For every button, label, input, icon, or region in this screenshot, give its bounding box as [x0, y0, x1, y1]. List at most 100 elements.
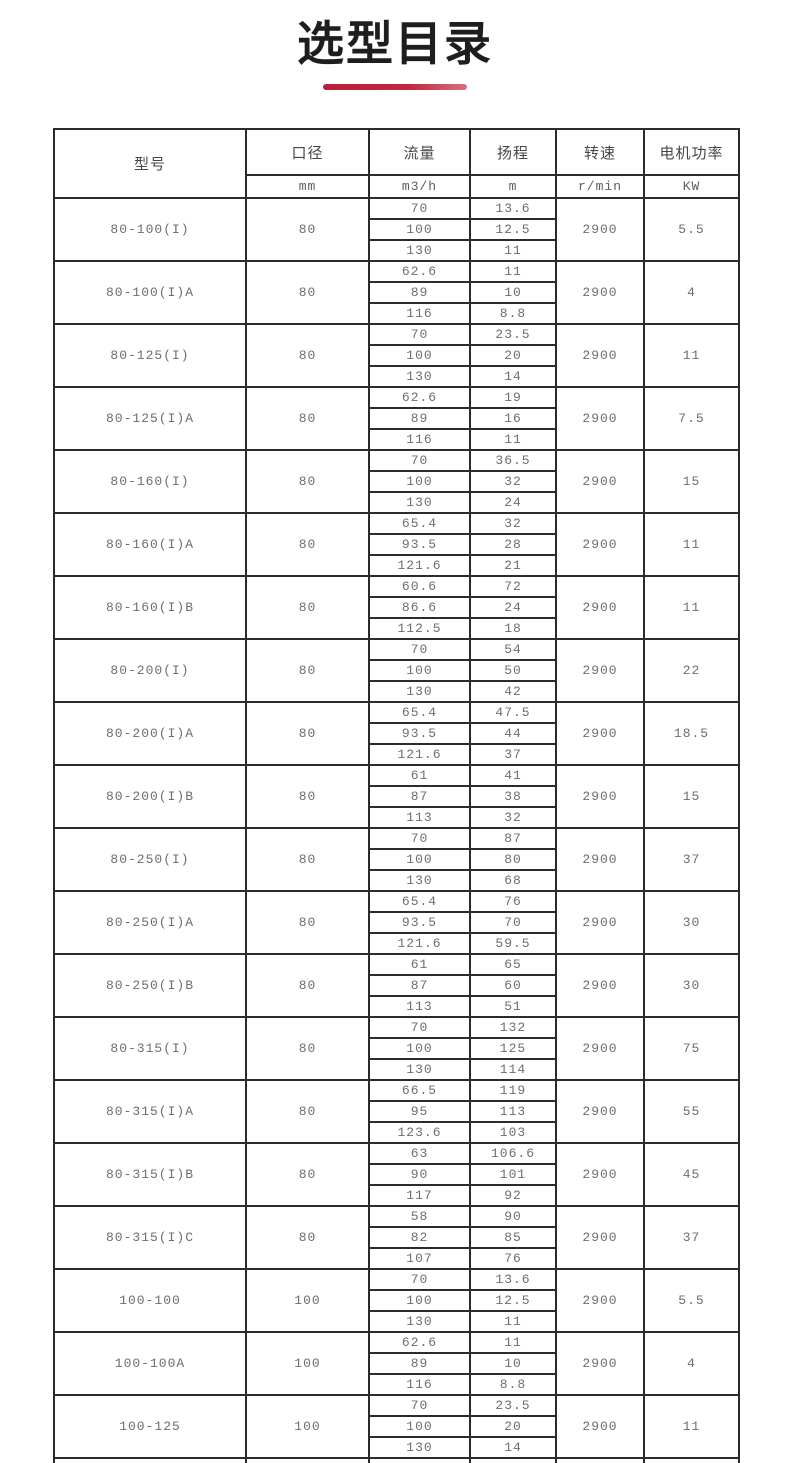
flow-cell: 66.5 — [368, 1079, 471, 1102]
flow-cell: 60.6 — [368, 575, 471, 598]
table-row: 121.6 59.5 — [54, 932, 739, 955]
flow-cell: 70 — [368, 449, 471, 472]
header-row-units: mm m3/h m r/min KW — [54, 174, 740, 199]
column-unit-4: KW — [643, 174, 740, 199]
table-row: 100 12.5 — [54, 1289, 739, 1312]
head-cell: 38 — [469, 785, 557, 808]
diameter-cell: 100 — [245, 1394, 370, 1459]
flow-cell: 63 — [368, 1142, 471, 1165]
head-cell: 90 — [469, 1205, 557, 1228]
head-cell: 14 — [469, 365, 557, 388]
flow-cell: 93.5 — [368, 722, 471, 745]
speed-cell: 2900 — [555, 764, 645, 829]
head-cell: 125 — [469, 1037, 557, 1060]
flow-cell: 121.6 — [368, 554, 471, 577]
speed-cell: 2900 — [555, 449, 645, 514]
head-cell: 92 — [469, 1184, 557, 1207]
diameter-cell: 80 — [245, 1205, 370, 1270]
table-row: 80-250(I) 80 70 87 2900 37 — [53, 827, 740, 892]
flow-cell: 70 — [368, 1268, 471, 1291]
table-row: 80-250(I)B 80 61 65 2900 30 — [53, 953, 740, 1018]
model-cell: 100-125 — [53, 1394, 247, 1459]
table-row: 87 60 — [54, 974, 739, 997]
table-row: 130 11 — [54, 1310, 739, 1333]
page-title: 选型目录 — [297, 17, 493, 72]
head-cell: 14 — [469, 1436, 557, 1459]
table-row: 82 85 — [54, 1226, 739, 1249]
speed-cell: 2900 — [555, 260, 645, 325]
column-unit-0: mm — [245, 174, 370, 199]
speed-cell: 2900 — [555, 1394, 645, 1459]
flow-cell: 130 — [368, 1310, 471, 1333]
flow-cell: 89 — [368, 1352, 471, 1375]
power-cell: 15 — [643, 764, 740, 829]
diameter-cell: 80 — [245, 638, 370, 703]
table-row: 80-315(I)A 80 66.5 119 2900 55 — [53, 1079, 740, 1144]
flow-cell: 70 — [368, 1394, 471, 1417]
flow-cell: 130 — [368, 869, 471, 892]
table-row: 100-100A 100 62.6 11 2900 4 — [53, 1331, 740, 1396]
flow-cell: 121.6 — [368, 743, 471, 766]
table-row: 116 8.8 — [54, 1373, 739, 1396]
table-row: 117 92 — [54, 1184, 739, 1207]
power-cell: 15 — [643, 449, 740, 514]
table-row: 80-315(I) 80 70 132 2900 75 — [53, 1016, 740, 1081]
diameter-cell: 80 — [245, 1142, 370, 1207]
head-cell: 32 — [469, 512, 557, 535]
head-cell: 80 — [469, 848, 557, 871]
head-cell: 106.6 — [469, 1142, 557, 1165]
flow-cell: 89 — [368, 407, 471, 430]
power-cell: 7.5 — [643, 386, 740, 451]
table-row: 100-125 100 70 23.5 2900 11 — [53, 1394, 740, 1459]
power-cell: 4 — [643, 1331, 740, 1396]
table-row: 100 20 — [54, 1415, 739, 1438]
diameter-cell: 80 — [245, 512, 370, 577]
flow-cell: 116 — [368, 428, 471, 451]
head-cell: 16 — [469, 407, 557, 430]
diameter-cell: 80 — [245, 701, 370, 766]
table-row: 116 11 — [54, 428, 739, 451]
flow-cell: 130 — [368, 1436, 471, 1459]
flow-cell: 130 — [368, 1058, 471, 1081]
table-row: 121.6 21 — [54, 554, 739, 577]
flow-cell: 86.6 — [368, 596, 471, 619]
table-row: 80-125(I)A 80 62.6 19 2900 7.5 — [53, 386, 740, 451]
flow-cell: 100 — [368, 470, 471, 493]
model-cell: 80-160(I)A — [53, 512, 247, 577]
flow-cell: 61 — [368, 764, 471, 787]
head-cell: 11 — [469, 1331, 557, 1354]
speed-cell: 2900 — [555, 638, 645, 703]
flow-cell: 70 — [368, 638, 471, 661]
table-row: 130 14 — [54, 365, 739, 388]
table-row: 89 10 — [54, 1352, 739, 1375]
head-cell: 114 — [469, 1058, 557, 1081]
head-cell: 103 — [469, 1121, 557, 1144]
flow-cell: 130 — [368, 680, 471, 703]
head-cell: 41 — [469, 764, 557, 787]
flow-cell: 130 — [368, 365, 471, 388]
head-cell: 12.5 — [469, 1289, 557, 1312]
table-row: 93.5 28 — [54, 533, 739, 556]
power-cell: 11 — [643, 1394, 740, 1459]
flow-cell: 116 — [368, 302, 471, 325]
flow-cell: 87 — [368, 974, 471, 997]
power-cell: 75 — [643, 1016, 740, 1081]
table-row: 113 51 — [54, 995, 739, 1018]
head-cell: 20 — [469, 344, 557, 367]
flow-cell: 65.4 — [368, 890, 471, 913]
head-cell: 76 — [469, 1247, 557, 1270]
table-row: 89 10 — [54, 281, 739, 304]
flow-cell: 123.6 — [368, 1121, 471, 1144]
table-row: 116 8.8 — [54, 302, 739, 325]
model-cell: 100-100A — [53, 1331, 247, 1396]
head-cell: 24 — [469, 491, 557, 514]
head-cell: 70 — [469, 911, 557, 934]
header-row-labels: 型号 口径 流量 扬程 转速 电机功率 — [53, 128, 740, 199]
selection-table: 型号 口径 流量 扬程 转速 电机功率 mm m3/h m r/min KW 80-100(I)… — [53, 128, 740, 1463]
head-cell: 44 — [469, 722, 557, 745]
head-cell: 59.5 — [469, 932, 557, 955]
table-row: 100 80 — [54, 848, 739, 871]
diameter-cell: 80 — [245, 260, 370, 325]
diameter-cell: 80 — [245, 449, 370, 514]
